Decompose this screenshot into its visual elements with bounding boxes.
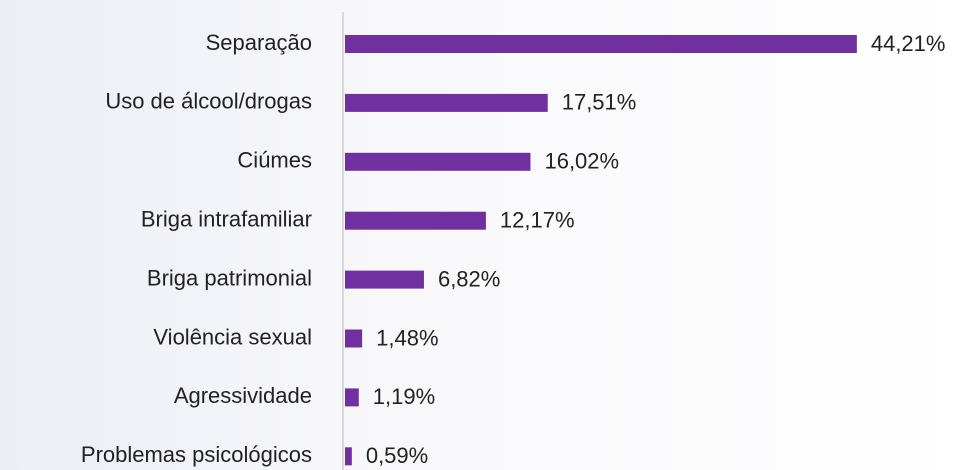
category-label: Briga intrafamiliar <box>141 207 312 232</box>
category-label: Violência sexual <box>153 324 312 349</box>
category-label: Uso de álcool/drogas <box>105 89 312 114</box>
value-label: 44,21% <box>871 31 946 56</box>
value-label: 16,02% <box>544 149 619 174</box>
bar <box>345 35 857 53</box>
category-label: Briga patrimonial <box>147 265 312 290</box>
bar <box>345 211 486 230</box>
value-label: 6,82% <box>438 266 500 291</box>
bar <box>345 152 531 171</box>
value-label: 1,19% <box>373 384 435 409</box>
bar <box>345 447 352 466</box>
value-label: 1,48% <box>376 325 438 350</box>
category-label: Separação <box>206 30 312 55</box>
value-label: 17,51% <box>562 90 637 115</box>
bar <box>345 388 359 407</box>
category-label: Problemas psicológicos <box>81 442 312 467</box>
bar <box>345 270 424 289</box>
bar <box>345 93 548 112</box>
value-label: 12,17% <box>500 208 575 233</box>
category-label: Ciúmes <box>237 148 312 173</box>
value-label: 0,59% <box>366 443 428 468</box>
category-label: Agressividade <box>174 383 312 408</box>
bar <box>345 329 363 348</box>
